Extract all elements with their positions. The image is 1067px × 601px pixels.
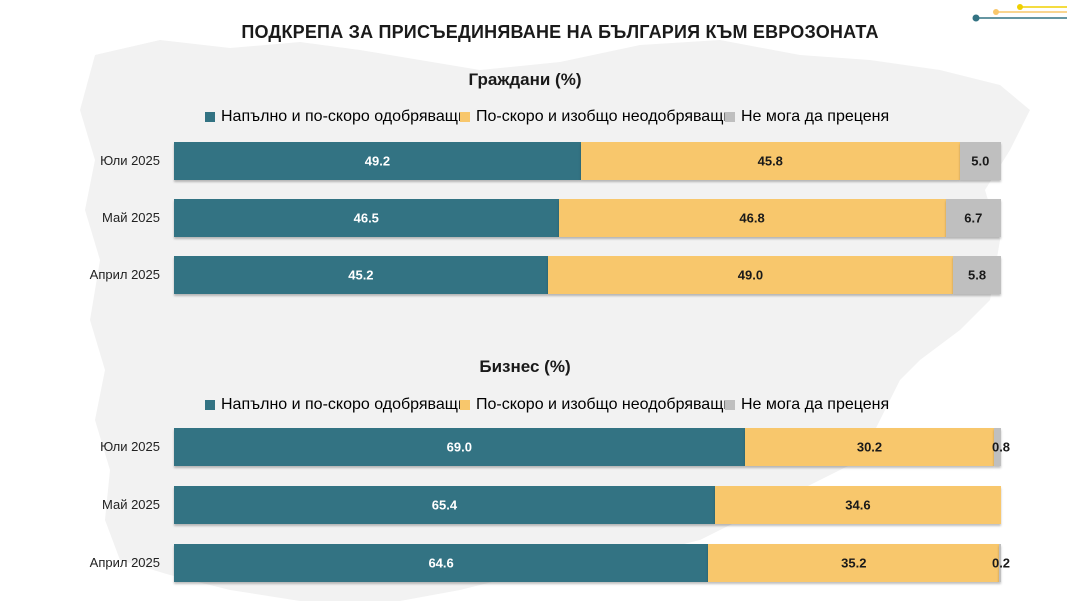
category-label-0-2: Април 2025 [89, 267, 160, 282]
legend-label: По-скоро и изобщо неодобряващи [476, 108, 733, 125]
legend-swatch [460, 400, 470, 410]
legend-item-1-2: Не мога да преценя [725, 396, 889, 414]
data-label-1-2-0: 64.6 [428, 555, 454, 571]
data-label-0-2-2: 5.8 [967, 267, 987, 283]
bar-segment-0-1-0 [174, 199, 559, 237]
bar-row-0-2: 45.2 49.0 5.8 [174, 256, 1001, 294]
bar-segment-1-0-1 [744, 428, 995, 466]
legend-item-0-0: Напълно и по-скоро одобряващи [205, 108, 467, 126]
legend-label: Напълно и по-скоро одобряващи [221, 396, 467, 413]
bar-segment-0-2-1 [547, 256, 954, 294]
data-label-1-0-0: 69.0 [446, 439, 472, 455]
legend-label: Напълно и по-скоро одобряващи [221, 108, 467, 125]
legend-label: Не мога да преценя [741, 108, 890, 125]
chart-title-1: Бизнес (%) [479, 357, 571, 376]
legend-item-0-2: Не мога да преценя [725, 108, 889, 126]
data-label-0-0-0: 49.2 [364, 153, 391, 169]
bar-segment-1-0-2 [994, 428, 1001, 466]
data-label-0-1-0: 46.5 [353, 210, 379, 226]
bar-row-0-1: 46.5 46.8 6.7 [174, 199, 1001, 237]
category-label-0-1: Май 2025 [102, 210, 160, 225]
bar-segment-0-0-2 [959, 142, 1001, 180]
data-label-0-0-1: 45.8 [757, 153, 783, 169]
bar-segment-0-0-0 [174, 142, 581, 180]
legend-swatch [205, 112, 215, 122]
legend-swatch [725, 112, 735, 122]
data-label-1-0-1: 30.2 [856, 439, 883, 455]
legend-item-1-0: Напълно и по-скоро одобряващи [205, 396, 467, 414]
legend-item-0-1: По-скоро и изобщо неодобряващи [460, 108, 732, 126]
bar-row-0-0: 49.2 45.8 5.0 [174, 142, 1001, 180]
chart-title-0: Граждани (%) [468, 70, 582, 89]
bar-segment-1-0-0 [174, 428, 745, 466]
category-label-0-0: Юли 2025 [100, 153, 160, 168]
data-label-1-2-2: 0.2 [991, 555, 1011, 571]
bar-segment-0-1-2 [945, 199, 1001, 237]
bar-segment-1-1-1 [714, 486, 1001, 524]
bar-segment-1-2-2 [999, 544, 1001, 582]
bar-segment-1-2-0 [174, 544, 709, 582]
bar-row-1-1: 65.4 34.6 [174, 486, 1001, 524]
data-label-0-0-2: 5.0 [971, 153, 990, 169]
legend-item-1-1: По-скоро и изобщо неодобряващи [460, 396, 732, 414]
data-label-0-2-1: 49.0 [737, 267, 764, 283]
legend-label: Не мога да преценя [741, 396, 890, 413]
bar-segment-1-2-1 [708, 544, 1000, 582]
bar-row-1-2: 64.6 35.2 0.2 [174, 544, 1010, 582]
data-label-0-2-0: 45.2 [348, 267, 374, 283]
data-label-1-0-2: 0.8 [991, 439, 1011, 455]
page-title: ПОДКРЕПА ЗА ПРИСЪЕДИНЯВАНЕ НА БЪЛГАРИЯ К… [241, 22, 879, 42]
bar-segment-0-1-1 [558, 199, 946, 237]
bar-segment-0-2-0 [174, 256, 548, 294]
data-label-0-1-1: 46.8 [739, 210, 765, 226]
legend-swatch [205, 400, 215, 410]
category-label-1-2: Април 2025 [89, 555, 160, 570]
bar-segment-0-2-2 [953, 256, 1001, 294]
data-label-1-1-1: 34.6 [845, 497, 871, 513]
data-label-1-2-1: 35.2 [841, 555, 867, 571]
bar-row-1-0: 69.0 30.2 0.8 [174, 428, 1010, 466]
data-label-1-1-0: 65.4 [431, 497, 458, 513]
legend-swatch [725, 400, 735, 410]
data-label-0-1-2: 6.7 [964, 210, 983, 226]
legend-label: По-скоро и изобщо неодобряващи [476, 396, 733, 413]
legend-swatch [460, 112, 470, 122]
category-label-1-0: Юли 2025 [100, 439, 160, 454]
bar-segment-1-1-0 [174, 486, 715, 524]
bar-segment-0-0-1 [580, 142, 960, 180]
category-label-1-1: Май 2025 [102, 497, 160, 512]
